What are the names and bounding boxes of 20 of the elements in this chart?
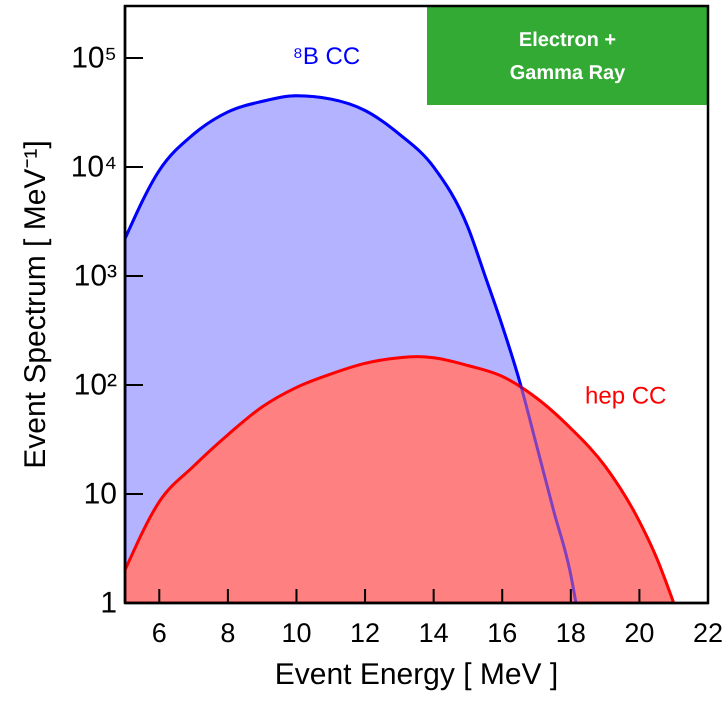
y-axis-title: Event Spectrum [ MeV⁻¹]: [19, 140, 52, 469]
x-tick-label: 8: [220, 618, 236, 648]
y-tick-label: 10⁴: [70, 150, 117, 184]
x-tick-label: 6: [152, 618, 167, 648]
y-tick-label: 10³: [74, 260, 118, 293]
x-tick-label: 20: [624, 618, 654, 648]
x-tick-label: 22: [692, 618, 724, 648]
annotation: Electron + Gamma Ray: [510, 29, 626, 84]
series-label: hep CC: [585, 382, 666, 410]
x-tick-label: 12: [350, 618, 380, 648]
series-label: ⁸B CC: [292, 42, 360, 70]
x-tick-label: 10: [281, 618, 312, 648]
y-tick-label: 10²: [74, 368, 118, 402]
y-tick-label: 10: [84, 478, 117, 511]
x-tick-label: 18: [556, 618, 586, 648]
x-tick-label: 16: [487, 618, 518, 648]
x-axis-title: Event Energy [ MeV ]: [274, 658, 558, 691]
x-tick-label: 14: [418, 618, 449, 648]
y-tick-label: 10⁵: [71, 42, 117, 75]
y-tick-label: 1: [100, 586, 117, 620]
